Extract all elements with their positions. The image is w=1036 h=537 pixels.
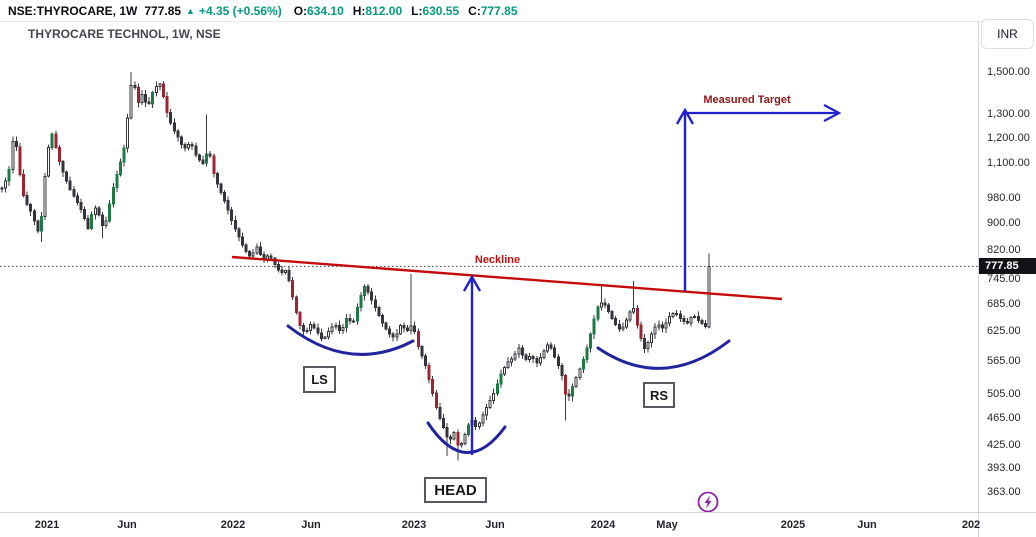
time-axis-label: 2023 [401, 519, 427, 531]
price-axis-divider [978, 21, 979, 537]
time-axis-label: Jun [857, 519, 877, 531]
time-axis-label: 2021 [34, 519, 60, 531]
open-value: O:634.10 [293, 3, 344, 18]
price-axis-label: 1,200.00 [987, 131, 1030, 144]
low-value: L:630.55 [411, 3, 460, 18]
price-axis-label: 900.00 [987, 216, 1021, 229]
price-axis-label: 393.00 [987, 462, 1021, 474]
time-axis-label: 2024 [590, 519, 616, 531]
left-shoulder-box[interactable]: LS [303, 366, 336, 393]
boost-icon[interactable] [697, 491, 719, 512]
time-axis-label: May [656, 519, 678, 531]
price-axis-label: 565.00 [987, 354, 1021, 367]
last-price: 777.85 [144, 3, 182, 18]
price-axis-label: 1,300.00 [987, 107, 1030, 120]
measured-target-label[interactable]: Measured Target [703, 94, 791, 106]
price-axis-label: 1,100.00 [987, 157, 1030, 170]
price-axis-label: 363.00 [987, 485, 1021, 498]
price-axis-label: 425.00 [987, 438, 1021, 451]
time-axis-label: Jun [485, 519, 505, 531]
symbol-header: NSE:THYROCARE, 1W 777.85 ▲ +4.35 (+0.56%… [0, 0, 986, 22]
price-axis-label: 685.00 [987, 297, 1021, 310]
price-axis-label: 505.00 [987, 387, 1021, 400]
time-axis-label: 2025 [780, 519, 806, 531]
price-axis-label: 980.00 [987, 191, 1021, 204]
price-axis-label: 625.00 [987, 324, 1021, 337]
time-axis[interactable]: 2021 Jun 2022 Jun 2023 Jun 2024 May 2025 Jun 202 [0, 512, 1036, 537]
symbol-name[interactable]: NSE:THYROCARE, 1W [8, 3, 138, 18]
price-axis-label: 745.00 [987, 272, 1021, 285]
ohlc-values: O:634.10 H:812.00 L:630.55 C:777.85 [294, 4, 518, 18]
chart-canvas[interactable] [0, 21, 978, 512]
time-axis-label: Jun [117, 519, 137, 531]
right-shoulder-box[interactable]: RS [643, 382, 675, 408]
price-change: +4.35 (+0.56%) [198, 3, 282, 18]
high-value: H:812.00 [352, 3, 403, 18]
neckline-label[interactable]: Neckline [474, 254, 521, 266]
currency-button[interactable]: INR [981, 19, 1034, 49]
price-axis-label: 465.00 [987, 412, 1021, 425]
price-axis-label: 820.00 [987, 244, 1021, 257]
time-axis-label: 2022 [220, 519, 246, 531]
chart-legend[interactable]: THYROCARE TECHNOL, 1W, NSE [28, 27, 221, 41]
close-value: C:777.85 [468, 3, 518, 18]
last-price-tag: 777.85 [979, 258, 1036, 275]
price-axis[interactable]: 1,500.00 1,300.00 1,200.00 1,100.00 980.00 90… [979, 21, 1036, 512]
time-axis-label: Jun [301, 519, 321, 531]
price-axis-label: 1,500.00 [987, 65, 1030, 78]
time-axis-label: 202 [961, 519, 981, 531]
head-box[interactable]: HEAD [424, 477, 487, 503]
up-triangle-icon: ▲ [186, 5, 195, 16]
